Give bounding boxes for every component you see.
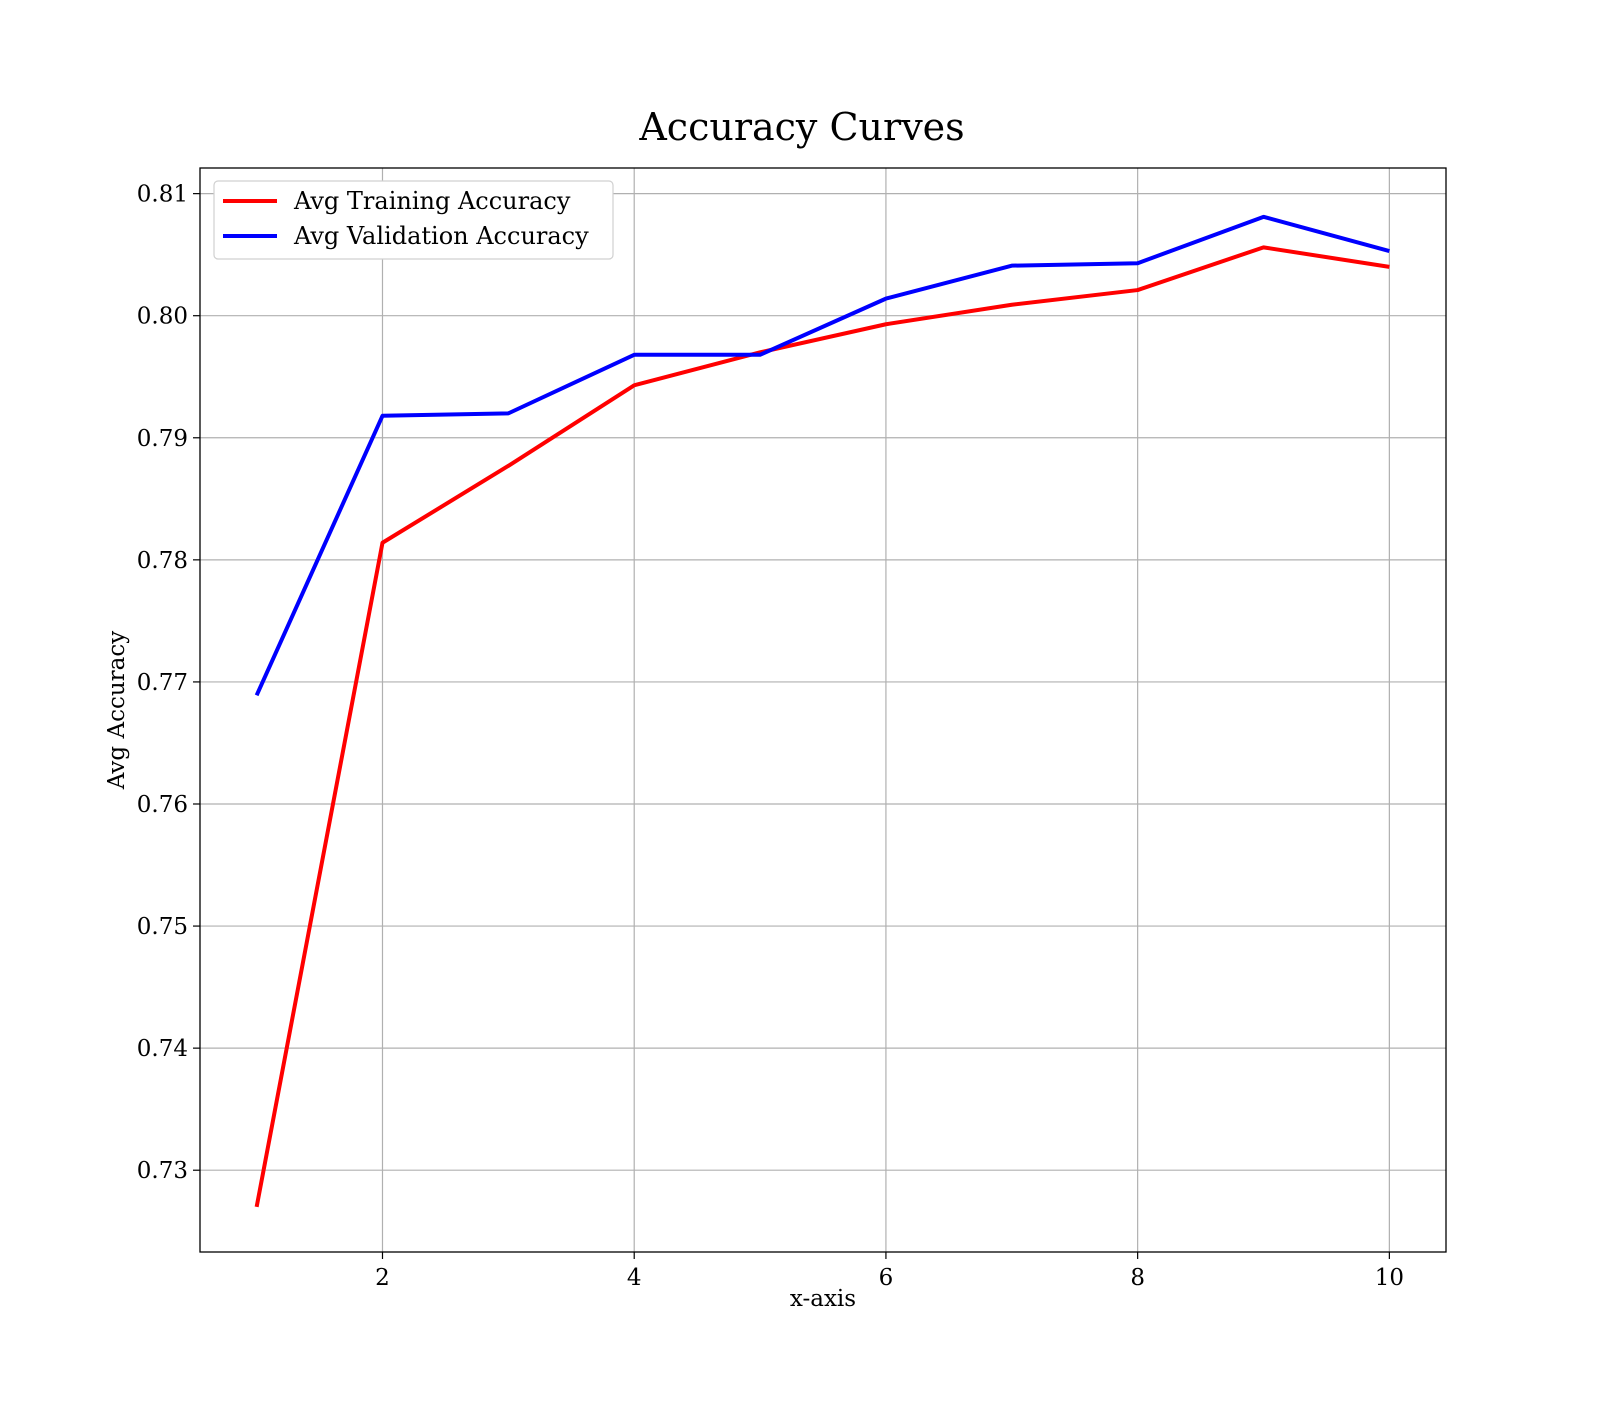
y-tick-label: 0.74 (137, 1036, 188, 1062)
grid-lines (200, 168, 1446, 1252)
y-axis-label: Avg Accuracy (104, 631, 130, 790)
y-tick-label: 0.79 (137, 426, 188, 452)
x-tick-label: 10 (1375, 1265, 1404, 1291)
x-tick-label: 4 (627, 1265, 642, 1291)
axis-ticks: 2 4 6 8 10 0.73 0.74 0.75 0.76 0.77 0.78 0.79 0.80 0.… (137, 182, 1404, 1291)
legend-label-validation: Avg Validation Accuracy (293, 222, 589, 250)
y-tick-label: 0.81 (137, 182, 188, 208)
y-tick-label: 0.73 (137, 1158, 188, 1184)
x-tick-label: 6 (879, 1265, 894, 1291)
y-tick-label: 0.77 (137, 670, 188, 696)
legend-box (213, 180, 614, 260)
chart-title: Accuracy Curves (638, 105, 964, 149)
legend: Avg Training Accuracy Avg Validation Accu… (213, 180, 614, 260)
series-lines (254, 214, 1390, 1208)
plot-area-frame (199, 167, 1447, 1253)
series-line-validation (254, 214, 1390, 697)
y-tick-label: 0.80 (137, 304, 188, 330)
x-axis-label: x-axis (790, 1286, 856, 1312)
y-tick-label: 0.75 (137, 914, 188, 940)
x-tick-label: 8 (1130, 1265, 1145, 1291)
y-tick-label: 0.76 (137, 792, 188, 818)
y-tick-label: 0.78 (137, 548, 188, 574)
x-tick-label: 2 (375, 1265, 390, 1291)
series-line-training (254, 245, 1390, 1208)
legend-label-training: Avg Training Accuracy (293, 187, 571, 215)
